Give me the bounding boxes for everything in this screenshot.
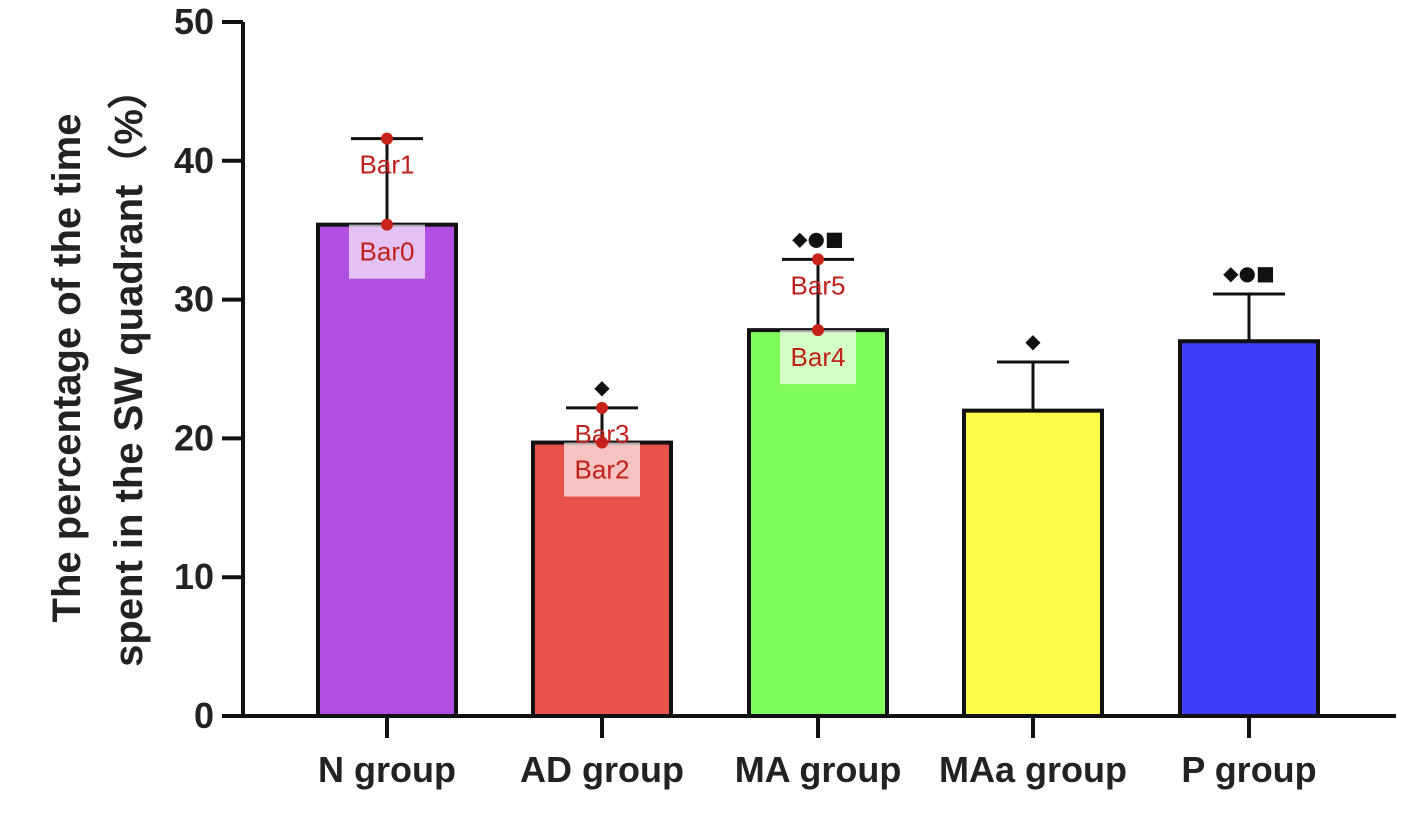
bar-3 bbox=[747, 328, 889, 718]
significance-marker-3: ◆●■ bbox=[792, 226, 844, 250]
y-axis-title: The percentage of the time spent in the … bbox=[45, 69, 151, 667]
x-tick-label-5: P group bbox=[1181, 749, 1316, 790]
significance-markers-layer: ◆ ◆●■ ◆ ◆●■ bbox=[594, 226, 1275, 399]
y-tick-label-40: 40 bbox=[174, 140, 214, 181]
annotation-box-bar2 bbox=[564, 442, 640, 497]
x-tick-label-4: MAa group bbox=[939, 749, 1127, 790]
y-tick-label-30: 30 bbox=[174, 279, 214, 320]
y-axis-title-line-1: The percentage of the time bbox=[45, 114, 89, 623]
y-tick-label-0: 0 bbox=[194, 695, 214, 736]
y-axis-title-line-2: spent in the SW quadrant（%） bbox=[107, 69, 151, 667]
annotation-label-bar4: Bar4 bbox=[791, 342, 846, 372]
x-tick-label-3: MA group bbox=[735, 749, 902, 790]
x-tick-label-2: AD group bbox=[520, 749, 684, 790]
annotation-point-bar4 bbox=[812, 324, 824, 337]
bar-4 bbox=[962, 408, 1104, 718]
annotation-point-bar3 bbox=[596, 401, 608, 414]
y-tick-label-20: 20 bbox=[174, 417, 214, 458]
annotation-label-bar1: Bar1 bbox=[360, 150, 415, 180]
annotation-point-bar1 bbox=[381, 132, 393, 145]
bar-1 bbox=[316, 222, 458, 718]
bar-5 bbox=[1178, 339, 1320, 718]
significance-marker-2: ◆ bbox=[594, 375, 610, 399]
significance-marker-4: ◆ bbox=[1025, 329, 1041, 353]
annotation-label-bar0: Bar0 bbox=[360, 237, 415, 267]
annotation-point-bar5 bbox=[812, 253, 824, 266]
annotation-label-bar5: Bar5 bbox=[791, 270, 846, 300]
x-tick-label-1: N group bbox=[318, 749, 456, 790]
annotation-layer: Bar0 Bar1 Bar2 Bar3 Bar4 Bar5 bbox=[349, 132, 856, 497]
significance-marker-5: ◆●■ bbox=[1223, 261, 1275, 285]
y-tick-label-50: 50 bbox=[174, 1, 214, 42]
annotation-box-bar4 bbox=[780, 330, 856, 385]
annotation-point-bar0 bbox=[381, 218, 393, 231]
y-tick-label-10: 10 bbox=[174, 556, 214, 597]
annotation-label-bar3: Bar3 bbox=[575, 419, 630, 449]
annotation-box-bar0 bbox=[349, 224, 425, 279]
annotation-point-bar2 bbox=[596, 436, 608, 449]
axes-layer: N group AD group MA group MAa group P group 0… bbox=[174, 1, 1396, 790]
annotation-label-bar2: Bar2 bbox=[575, 455, 630, 485]
